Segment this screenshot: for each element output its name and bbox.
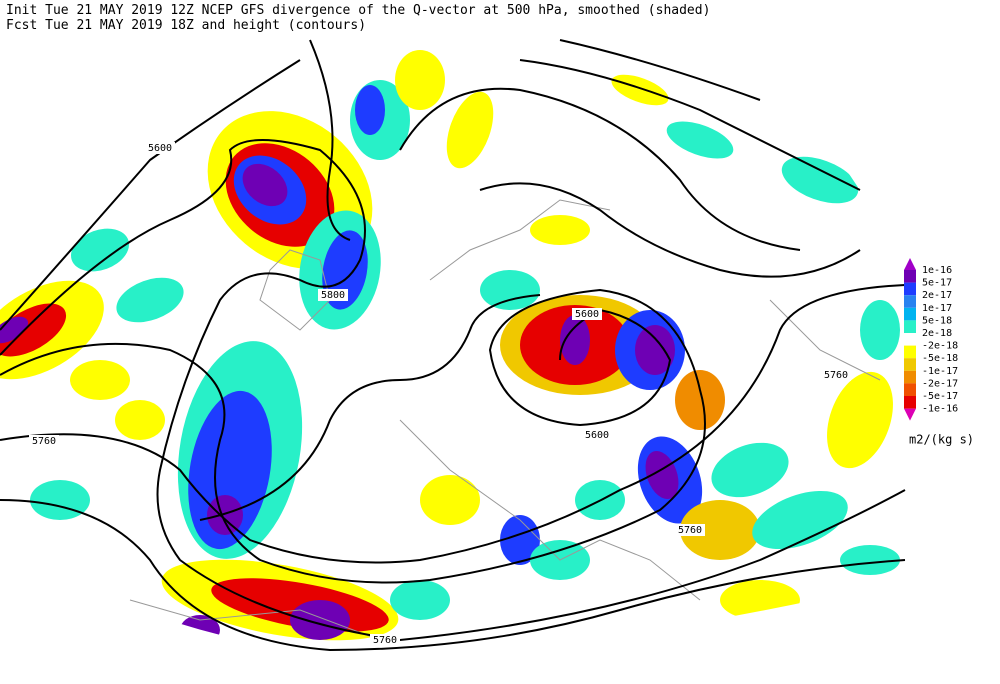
shaded-blob [680,500,760,560]
header-line: Fcst Tue 21 MAY 2019 18Z and height (con… [6,18,366,33]
contour-label: 5600 [575,309,599,320]
contour-label: 5760 [32,436,56,447]
contour-label-bg [370,634,400,646]
contour-label-bg [145,142,175,154]
contour-label: 5760 [824,370,848,381]
contour-label-bg [29,435,59,447]
shaded-blob [420,475,480,525]
shaded-blob [530,215,590,245]
shaded-blob [720,580,800,620]
legend-swatch [904,270,916,283]
shaded-blob [355,85,385,135]
contour-label-bg [675,524,705,536]
shaded-blob [645,450,679,500]
shaded-blob [480,270,540,310]
shaded-blob [666,121,734,159]
shaded-blob [0,316,29,344]
shaded-blob [827,371,893,469]
legend-label: 5e-18 [922,315,952,326]
contour-labels: 5600 5800 5600 5600 5760 5760 5760 5760 [29,142,851,646]
legend-swatch [904,358,916,371]
legend-label: -5e-17 [922,391,958,402]
shaded-blob [781,156,859,204]
legend-label: -5e-18 [922,353,958,364]
legend-swatch [904,408,916,421]
legend-swatch [904,396,916,409]
legend-label: 1e-16 [922,265,952,276]
shaded-blob [635,325,675,375]
legend-swatch [904,320,916,333]
shaded-blob [242,163,288,207]
shaded-blob [860,300,900,360]
shaded-blob [116,277,184,323]
legend: 1e-165e-172e-171e-175e-182e-18-2e-18-5e-… [904,258,974,447]
legend-label: 1e-17 [922,303,952,314]
legend-swatch [904,370,916,384]
height-contours [0,39,906,652]
contour-label-bg [572,308,602,320]
contour-label: 5800 [321,290,345,301]
shaded-blob [500,515,540,565]
shaded-blob [752,490,848,550]
contour-label: 5760 [373,635,397,646]
shaded-blob [30,480,90,520]
shaded-blob [70,360,130,400]
coastlines [129,199,881,641]
legend-swatch [904,383,916,396]
legend-swatch [904,307,916,321]
shaded-field [0,50,900,645]
legend-swatch [904,258,916,270]
legend-units: m2/(kg s) [909,433,974,447]
shaded-blob [70,228,130,272]
contour-label-bg [318,289,348,301]
shaded-blob [395,50,445,110]
legend-label: 2e-18 [922,328,952,339]
legend-label: -2e-18 [922,341,958,352]
shaded-blob [711,442,789,498]
shaded-blob [446,91,494,169]
legend-swatch [904,345,916,359]
shaded-blob [390,580,450,620]
shaded-blob [560,315,590,365]
legend-swatch [904,333,916,346]
header-line: Init Tue 21 MAY 2019 12Z NCEP GFS diverg… [6,3,710,18]
shaded-blob [840,545,900,575]
shaded-blob [115,400,165,440]
legend-swatch [904,295,916,308]
legend-label: -1e-16 [922,404,958,415]
legend-label: -1e-17 [922,366,958,377]
contour-label: 5600 [585,430,609,441]
contour-label: 5600 [148,143,172,154]
contour-label-bg [582,429,612,441]
shaded-blob [675,370,725,430]
legend-label: 5e-17 [922,278,952,289]
legend-label: -2e-17 [922,378,958,389]
contour-label: 5760 [678,525,702,536]
legend-label: 2e-17 [922,290,952,301]
shaded-blob [290,600,350,640]
shaded-blob [611,74,669,106]
contour-label-bg [821,369,851,381]
legend-swatch [904,282,916,296]
shaded-blob [207,495,243,535]
